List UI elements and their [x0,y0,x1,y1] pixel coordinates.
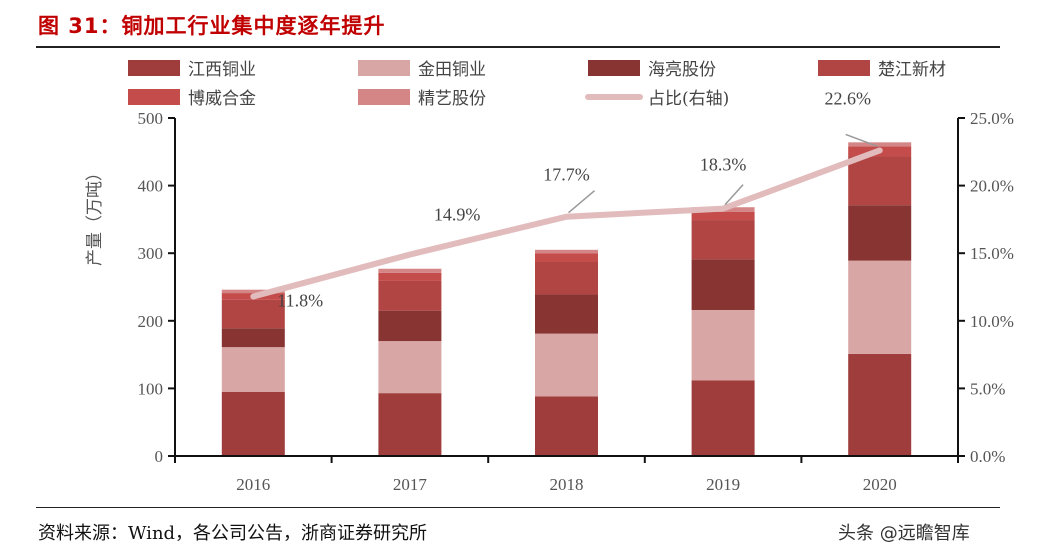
bar-2018-series-3 [535,294,598,334]
legend-label-line: 占比(右轴) [648,89,729,109]
data-label-2020: 22.6% [824,88,871,108]
bar-2018-series-1 [535,396,598,456]
bar-2016-series-4 [221,299,285,329]
y-tick-label: 300 [138,244,164,263]
legend-label-1: 江西铜业 [188,60,256,80]
bar-2016-series-6 [221,289,285,294]
x-tick-label: 2019 [706,475,740,494]
y2-tick-label: 20.0% [970,177,1014,196]
bar-2019-series-4 [691,220,755,260]
y2-tick-label: 5.0% [970,379,1005,398]
bar-2016-series-3 [221,328,285,348]
data-label-2019: 18.3% [700,155,747,175]
bar-2016-series-2 [221,347,285,392]
x-tick-label: 2016 [236,475,270,494]
legend-label-6: 精艺股份 [418,89,486,109]
y2-tick-label: 25.0% [970,109,1014,128]
legend-swatch-6 [358,89,410,105]
bar-2018-series-5 [535,253,598,262]
bar-2020-series-3 [848,205,912,261]
y-tick-label: 200 [138,312,164,331]
data-label-2017: 14.9% [434,205,481,225]
data-label-2016: 11.8% [277,290,323,310]
legend-swatch-3 [588,60,640,76]
bar-2020-series-6 [848,142,912,147]
x-tick-label: 2018 [550,475,584,494]
bottom-rule [36,507,1000,508]
bar-2020-series-1 [848,353,912,456]
bar-2020-series-4 [848,156,912,206]
leader-line [568,190,595,214]
source-note: 资料来源：Wind，各公司公告，浙商证券研究所 [38,523,428,544]
bar-2018-series-6 [535,249,598,254]
bar-2019-series-3 [691,259,755,310]
legend-swatch-1 [128,60,180,76]
top-rule [36,46,1000,48]
bar-2017-series-3 [378,310,442,342]
leader-line [724,184,744,206]
bar-2016-series-1 [221,391,285,456]
data-label-2018: 17.7% [543,165,590,185]
figure-title: 图 31：铜加工行业集中度逐年提升 [38,14,386,38]
bar-2020-series-2 [848,260,912,354]
bar-2017-series-2 [378,341,442,394]
bar-2017-series-5 [378,272,442,281]
y-tick-label: 100 [138,379,164,398]
legend-swatch-5 [128,89,180,105]
legend-label-5: 博威合金 [188,89,256,109]
y-tick-label: 0 [155,447,164,466]
bar-2018-series-4 [535,261,598,295]
y-axis-label: 产量（万吨） [85,164,104,266]
y-tick-label: 500 [138,109,164,128]
y2-tick-label: 10.0% [970,312,1014,331]
bar-2017-series-6 [378,268,442,273]
x-tick-label: 2020 [863,475,897,494]
bar-2018-series-2 [535,333,598,397]
legend-swatch-2 [358,60,410,76]
legend-label-2: 金田铜业 [418,60,486,80]
legend-label-4: 楚江新材 [878,60,946,80]
y-tick-label: 400 [138,177,164,196]
legend-swatch-4 [818,60,870,76]
leader-line [845,133,878,148]
x-tick-label: 2017 [393,475,428,494]
y2-tick-label: 0.0% [970,447,1005,466]
bar-2019-series-5 [691,211,755,221]
watermark: 头条 @远瞻智库 [838,523,970,544]
bar-2017-series-4 [378,280,442,311]
legend-label-3: 海亮股份 [648,60,716,80]
bar-2017-series-1 [378,393,442,456]
y2-tick-label: 15.0% [970,244,1014,263]
bar-2019-series-2 [691,309,755,381]
bar-2019-series-1 [691,380,755,456]
